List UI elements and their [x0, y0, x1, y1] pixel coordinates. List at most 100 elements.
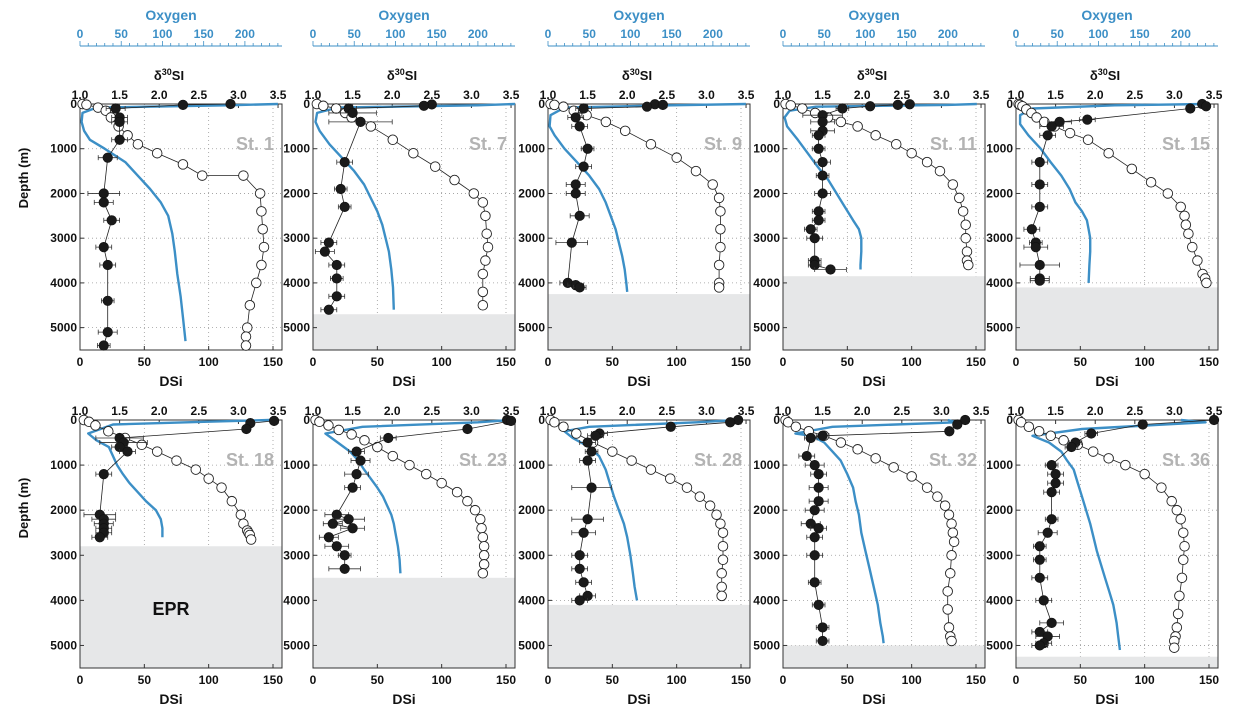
dsi-point [469, 504, 481, 516]
oxygen-profile-line [1031, 418, 1207, 651]
d30si-point [1034, 554, 1045, 565]
d30si-point [98, 340, 109, 351]
d30si-point [347, 107, 358, 119]
dsi-axis-title: DSi [159, 691, 182, 707]
d30si-tick-label: 3.5 [973, 88, 990, 102]
dsi-point [1126, 163, 1138, 175]
dsi-tick-label: 50 [138, 673, 152, 687]
dsi-axis-title: DSi [862, 373, 885, 389]
d30si-point [641, 101, 653, 112]
d30si-point [809, 233, 820, 244]
d30si-point [1038, 595, 1049, 606]
d30si-point [657, 99, 668, 110]
dsi-point [1162, 188, 1174, 199]
d30si-profile-line [579, 419, 739, 601]
d30si-point [586, 482, 597, 493]
d30si-profile-line [567, 103, 663, 288]
oxygen-profile-line [548, 102, 746, 293]
dsi-point [190, 464, 202, 475]
depth-tick-label: 0 [773, 97, 780, 111]
dsi-axis-title: DSi [1095, 373, 1118, 389]
panel-frame [312, 103, 516, 351]
depth-tick-label: 4000 [518, 593, 545, 607]
oxygen-tick-label: 150 [662, 27, 682, 41]
station-label: St. 18 [226, 450, 274, 470]
oxygen-tick-label: 150 [427, 27, 447, 41]
dsi-point [1166, 495, 1177, 507]
dsi-tick-label: 50 [138, 355, 152, 369]
dsi-point [717, 527, 729, 538]
panel-frame [547, 419, 751, 669]
d30si-point [813, 599, 824, 610]
d30si-point [574, 210, 585, 221]
depth-axis-title-top: Depth (m) [16, 148, 31, 209]
dsi-point [707, 179, 718, 190]
d30si-point [725, 417, 736, 428]
dsi-tick-label: 150 [263, 355, 283, 369]
oxygen-tick-label: 150 [1130, 27, 1150, 41]
dsi-point [1183, 228, 1194, 239]
dsi-point [404, 459, 415, 471]
d30si-axis-title: δ30SI [622, 67, 652, 83]
d30si-point [817, 170, 828, 181]
dsi-point [694, 491, 706, 502]
d30si-point [1046, 487, 1057, 498]
d30si-point [1082, 114, 1093, 125]
oxygen-tick-label: 50 [1051, 27, 1065, 41]
seafloor-area [548, 604, 750, 668]
dsi-point [1145, 177, 1157, 188]
d30si-point [98, 242, 109, 253]
dsi-point [478, 541, 490, 552]
d30si-point [813, 523, 824, 534]
dsi-point [420, 468, 432, 480]
d30si-tick-label: 2.0 [1087, 88, 1104, 102]
d30si-point [1086, 428, 1097, 439]
dsi-point [921, 482, 933, 493]
d30si-point [817, 430, 828, 441]
dsi-point [946, 550, 957, 561]
d30si-point [570, 188, 581, 199]
dsi-tick-label: 100 [902, 673, 922, 687]
dsi-point [888, 462, 899, 473]
dsi-tick-label: 100 [432, 673, 452, 687]
d30si-tick-label: 3.5 [973, 404, 990, 418]
d30si-point [110, 103, 121, 114]
d30si-point [114, 134, 125, 145]
oxygen-profile-line [86, 418, 270, 538]
d30si-tick-label: 1.0 [540, 88, 557, 102]
dsi-point [171, 455, 182, 466]
region-label: EPR [152, 599, 189, 619]
d30si-point [817, 622, 828, 633]
dsi-point [852, 121, 863, 132]
d30si-tick-label: 1.5 [814, 88, 831, 102]
d30si-point [817, 157, 828, 168]
depth-tick-label: 2000 [986, 186, 1013, 200]
d30si-tick-label: 3.5 [503, 88, 520, 102]
d30si-point [1034, 275, 1045, 286]
dsi-point [716, 581, 727, 593]
dsi-point [1023, 421, 1035, 433]
depth-tick-label: 1000 [283, 142, 310, 156]
dsi-point [1058, 435, 1069, 446]
oxygen-axis-title: Oxygen [848, 7, 899, 23]
d30si-point [582, 437, 593, 448]
d30si-tick-label: 3.0 [230, 88, 247, 102]
d30si-tick-label: 2.0 [384, 88, 401, 102]
oxygen-tick-label: 0 [545, 27, 552, 41]
dsi-axis-title: DSi [159, 373, 182, 389]
d30si-point [570, 179, 581, 190]
d30si-point [1034, 157, 1045, 168]
d30si-point [582, 514, 593, 525]
station-label: St. 23 [459, 450, 507, 470]
d30si-point [813, 206, 824, 217]
dsi-point [477, 531, 489, 543]
seafloor-area [783, 645, 985, 668]
dsi-point [151, 446, 163, 457]
depth-tick-label: 3000 [986, 231, 1013, 245]
d30si-point [813, 482, 824, 493]
dsi-point [558, 421, 569, 433]
d30si-tick-label: 3.5 [1206, 88, 1223, 102]
